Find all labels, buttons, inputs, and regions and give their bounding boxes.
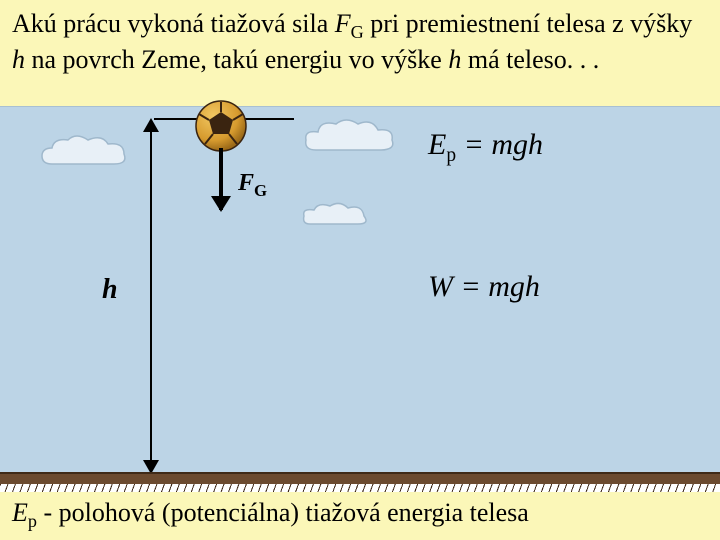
eq-lhs: W <box>428 270 453 303</box>
text-fragment: pri premiestnení telesa z výšky <box>364 9 693 38</box>
equation-ep: Ep = mgh <box>428 128 543 167</box>
label-F: F <box>238 170 254 196</box>
subscript-p: p <box>28 511 37 531</box>
slide: Akú prácu vykoná tiažová sila FG pri pre… <box>0 0 720 540</box>
variable-F: F <box>335 9 351 38</box>
eq-rhs: = mgh <box>453 270 540 303</box>
ground-strip <box>0 474 720 484</box>
subscript-G: G <box>351 22 364 42</box>
eq-rhs: = mgh <box>456 128 543 161</box>
eq-lhs: E <box>428 128 446 161</box>
cloud-icon <box>300 200 372 232</box>
caption-text: - polohová (potenciálna) tiažová energia… <box>37 498 529 527</box>
equation-w: W = mgh <box>428 270 540 304</box>
text-fragment: má teleso. . . <box>461 45 599 74</box>
height-label: h <box>102 274 118 306</box>
eq-sub: p <box>446 145 456 166</box>
variable-h: h <box>448 45 461 74</box>
variable-h: h <box>12 45 25 74</box>
text-fragment: Akú prácu vykoná tiažová sila <box>12 9 335 38</box>
force-label: FG <box>238 170 267 201</box>
bottom-caption: Ep - polohová (potenciálna) tiažová ener… <box>12 498 529 532</box>
label-sub-G: G <box>254 181 267 200</box>
variable-E: E <box>12 498 28 527</box>
cloud-icon <box>302 118 398 160</box>
height-arrow <box>150 120 152 472</box>
ground-hatching <box>0 484 720 492</box>
force-arrow <box>219 148 223 210</box>
ball-icon <box>195 100 247 152</box>
intro-text: Akú prácu vykoná tiažová sila FG pri pre… <box>12 8 708 76</box>
text-fragment: na povrch Zeme, takú energiu vo výške <box>25 45 448 74</box>
cloud-icon <box>38 134 130 174</box>
